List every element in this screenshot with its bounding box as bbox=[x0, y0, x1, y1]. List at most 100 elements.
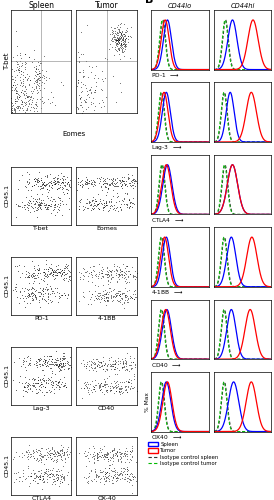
Point bbox=[119, 453, 123, 461]
Point bbox=[106, 294, 111, 302]
Point bbox=[42, 52, 46, 60]
Point bbox=[132, 374, 136, 382]
Point bbox=[37, 194, 41, 202]
Point bbox=[28, 93, 32, 101]
Point bbox=[46, 448, 50, 456]
Point bbox=[89, 200, 93, 208]
Point bbox=[49, 183, 53, 191]
Point bbox=[125, 465, 129, 473]
Point bbox=[38, 386, 42, 394]
Point bbox=[79, 98, 83, 106]
Point bbox=[115, 36, 119, 44]
Point bbox=[41, 358, 45, 366]
Point bbox=[10, 83, 14, 91]
Point bbox=[55, 284, 59, 292]
Point bbox=[49, 181, 54, 189]
Point bbox=[100, 264, 105, 272]
Point bbox=[92, 452, 96, 460]
Point bbox=[50, 360, 55, 368]
Point bbox=[126, 384, 130, 392]
Point bbox=[118, 475, 122, 483]
Point bbox=[105, 361, 109, 369]
Point bbox=[46, 266, 51, 274]
Point bbox=[112, 467, 116, 475]
Point bbox=[97, 474, 102, 482]
Point bbox=[111, 181, 115, 189]
Point bbox=[110, 460, 114, 468]
Point bbox=[119, 38, 123, 46]
Point bbox=[22, 383, 26, 391]
Point bbox=[110, 468, 115, 475]
Point bbox=[98, 446, 102, 454]
Point bbox=[20, 198, 25, 206]
Point bbox=[47, 375, 52, 383]
Point bbox=[14, 386, 18, 394]
Point bbox=[54, 362, 59, 370]
Point bbox=[95, 174, 99, 182]
Point bbox=[12, 358, 17, 366]
Point bbox=[14, 90, 19, 98]
Point bbox=[116, 454, 120, 462]
Point bbox=[26, 74, 31, 82]
Point bbox=[36, 178, 40, 186]
Point bbox=[118, 176, 122, 184]
Point bbox=[111, 292, 115, 300]
Point bbox=[35, 175, 39, 183]
Point bbox=[39, 174, 43, 182]
Point bbox=[104, 452, 108, 460]
Point bbox=[116, 472, 120, 480]
Point bbox=[122, 178, 126, 186]
Point bbox=[22, 286, 26, 294]
Point bbox=[62, 474, 67, 482]
Point bbox=[114, 178, 119, 186]
Point bbox=[50, 98, 54, 106]
Point bbox=[79, 92, 83, 100]
Point bbox=[93, 465, 98, 473]
Point bbox=[14, 83, 19, 91]
Point bbox=[46, 272, 51, 280]
Point bbox=[116, 273, 121, 281]
Point bbox=[87, 177, 91, 185]
Point bbox=[102, 451, 107, 459]
Point bbox=[15, 94, 19, 102]
Point bbox=[38, 86, 42, 94]
Point bbox=[127, 54, 132, 62]
Point bbox=[56, 174, 60, 182]
Point bbox=[22, 296, 26, 304]
Point bbox=[28, 356, 32, 364]
Point bbox=[114, 270, 119, 278]
Point bbox=[22, 383, 27, 391]
Point bbox=[41, 181, 46, 189]
Point bbox=[44, 356, 48, 364]
Point bbox=[35, 86, 39, 94]
Point bbox=[121, 20, 126, 28]
Point bbox=[37, 195, 41, 203]
Point bbox=[27, 478, 32, 486]
Point bbox=[23, 388, 27, 396]
Point bbox=[85, 195, 90, 203]
Point bbox=[118, 34, 122, 42]
Point bbox=[62, 476, 67, 484]
Point bbox=[19, 59, 24, 67]
Point bbox=[42, 357, 47, 365]
Point bbox=[132, 287, 136, 295]
Point bbox=[75, 103, 79, 111]
Point bbox=[129, 362, 133, 370]
Point bbox=[35, 206, 39, 214]
Point bbox=[17, 66, 21, 74]
Point bbox=[34, 294, 38, 302]
Point bbox=[97, 448, 101, 456]
Point bbox=[23, 100, 27, 108]
Point bbox=[94, 470, 98, 478]
Point bbox=[122, 450, 126, 458]
Point bbox=[49, 354, 54, 362]
Point bbox=[114, 382, 118, 390]
Point bbox=[29, 288, 33, 296]
Point bbox=[46, 453, 50, 461]
Point bbox=[32, 454, 37, 462]
Point bbox=[123, 358, 128, 366]
Point bbox=[89, 364, 94, 372]
Point bbox=[19, 78, 23, 86]
Point bbox=[117, 357, 122, 365]
Point bbox=[18, 82, 23, 90]
